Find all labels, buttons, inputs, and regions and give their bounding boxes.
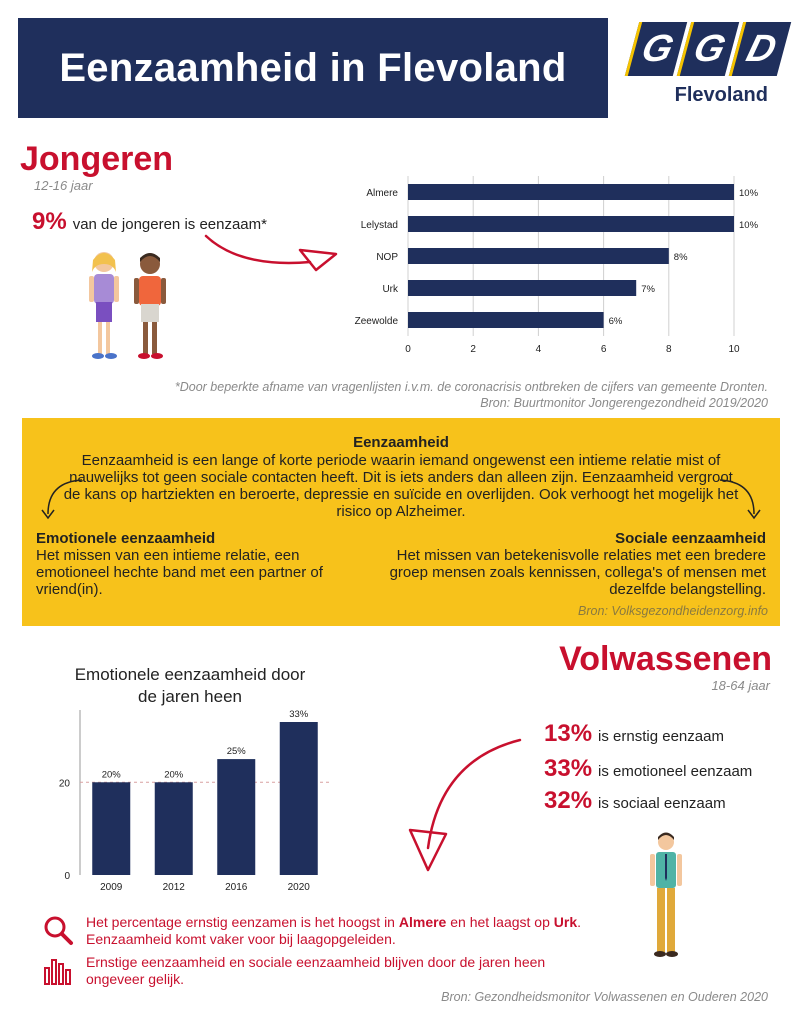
finding-text-line: Eenzaamheid komt vaker voor bij laagopge… xyxy=(86,931,396,947)
youth-illustration xyxy=(89,252,166,359)
adult-stat-value: 33% xyxy=(544,755,593,782)
value-label: 20% xyxy=(164,769,184,780)
finding-row: Het percentage ernstig eenzamen is het h… xyxy=(42,914,581,948)
adults-source: Bron: Gezondheidsmonitor Volwassenen en … xyxy=(441,990,768,1004)
adult-stat-value: 13% xyxy=(544,720,593,747)
adult-stat-text: is sociaal eenzaam xyxy=(598,795,726,812)
adult-stat: 13% is ernstig eenzaam xyxy=(544,720,724,748)
bar xyxy=(408,280,637,296)
youth-arrow-icon xyxy=(204,234,338,272)
adult-stat: 32% is sociaal eenzaam xyxy=(544,787,726,815)
y-tick-label: 20 xyxy=(59,778,71,789)
category-label: Lelystad xyxy=(361,220,398,231)
page-title: Eenzaamheid in Flevoland xyxy=(59,45,567,90)
bar xyxy=(217,759,256,875)
youth-footnote: *Door beperkte afname van vragenlijsten … xyxy=(174,380,768,394)
youth-bar-chart: 0 2 4 6 8 10 Almere 10% Lelystad 10% NOP 8% Urk 7% Zee… xyxy=(355,176,759,355)
definition-text: Eenzaamheid is een lange of korte period… xyxy=(63,452,739,520)
bar xyxy=(408,184,734,200)
category-label: Zeewolde xyxy=(355,316,399,327)
y-tick-label: 0 xyxy=(64,871,70,882)
adults-title: Volwassenen xyxy=(559,640,772,678)
adult-stat-text: is emotioneel eenzaam xyxy=(598,763,753,780)
category-label: Urk xyxy=(382,284,399,295)
x-tick-label: 2 xyxy=(470,344,476,355)
ggd-logo: G G D Flevoland xyxy=(624,22,792,118)
x-tick-label: 4 xyxy=(536,344,542,355)
social-loneliness-text: Het missen van betekenisvolle relaties m… xyxy=(389,547,766,598)
value-label: 8% xyxy=(674,252,688,263)
magnifier-icon xyxy=(44,916,73,945)
finding-text: Ernstige eenzaamheid en sociale eenzaamh… xyxy=(86,954,546,987)
logo-mark: G G D xyxy=(624,22,792,76)
boy-figure xyxy=(134,253,166,359)
bar xyxy=(154,782,193,875)
logo-subtitle: Flevoland xyxy=(674,84,768,106)
emotional-loneliness-text: Het missen van een intieme relatie, een … xyxy=(36,547,323,598)
youth-age: 12-16 jaar xyxy=(34,178,93,193)
youth-source: Bron: Buurtmonitor Jongerengezondheid 20… xyxy=(480,396,768,410)
finding-text-part: . xyxy=(577,914,582,930)
adults-age: 18-64 jaar xyxy=(711,678,770,693)
finding-highlight-almere: Almere xyxy=(398,914,447,930)
finding-text: Het percentage ernstig eenzamen is het h… xyxy=(86,914,581,948)
bar xyxy=(408,248,669,264)
finding-text-part: Het percentage ernstig eenzamen is het h… xyxy=(86,914,399,930)
youth-stat-text: van de jongeren is eenzaam* xyxy=(72,216,267,233)
finding-highlight-urk: Urk xyxy=(553,914,578,930)
logo-letter: D xyxy=(728,22,792,76)
definition-title: Eenzaamheid xyxy=(353,434,449,451)
bar xyxy=(92,782,131,875)
x-tick-label: 2012 xyxy=(163,882,186,893)
youth-stat: 9% van de jongeren is eenzaam* xyxy=(32,208,267,236)
bar xyxy=(279,722,318,875)
years-chart-title-line2: de jaren heen xyxy=(138,687,242,706)
x-tick-label: 0 xyxy=(405,344,411,355)
x-tick-label: 6 xyxy=(601,344,607,355)
years-chart-title: Emotionele eenzaamheid door de jaren hee… xyxy=(60,664,320,708)
category-label: Almere xyxy=(366,188,398,199)
social-loneliness-title: Sociale eenzaamheid xyxy=(615,530,766,547)
x-tick-label: 10 xyxy=(728,344,740,355)
finding-text-part: en het laagst op xyxy=(446,914,554,930)
x-tick-label: 2009 xyxy=(100,882,123,893)
bar xyxy=(408,312,604,328)
adults-arrow-icon xyxy=(408,738,522,872)
years-bar-chart: 0 20 20% 2009 20% 2012 25% 2016 33% 2020 xyxy=(59,709,330,893)
x-tick-label: 2016 xyxy=(225,882,248,893)
years-chart-title-line1: Emotionele eenzaamheid door xyxy=(74,665,306,684)
value-label: 33% xyxy=(289,709,309,720)
youth-title: Jongeren xyxy=(20,140,174,178)
right-curved-arrow-icon xyxy=(719,479,761,520)
value-label: 6% xyxy=(609,316,623,327)
left-curved-arrow-icon xyxy=(41,479,83,520)
value-label: 7% xyxy=(641,284,655,295)
adult-stat-text: is ernstig eenzaam xyxy=(598,728,724,745)
adult-illustration xyxy=(650,832,682,957)
girl-figure xyxy=(89,252,119,359)
youth-stat-value: 9% xyxy=(32,208,67,235)
adult-stat-value: 32% xyxy=(544,787,593,814)
value-label: 20% xyxy=(102,769,122,780)
value-label: 10% xyxy=(739,188,759,199)
definition-box: Eenzaamheid Eenzaamheid is een lange of … xyxy=(22,418,780,626)
value-label: 10% xyxy=(739,220,759,231)
bar xyxy=(408,216,734,232)
bar-chart-icon xyxy=(44,959,71,985)
definition-source: Bron: Volksgezondheidenzorg.info xyxy=(578,604,768,618)
x-tick-label: 8 xyxy=(666,344,672,355)
finding-row: Ernstige eenzaamheid en sociale eenzaamh… xyxy=(42,954,586,988)
category-label: NOP xyxy=(376,252,398,263)
x-tick-label: 2020 xyxy=(288,882,311,893)
title-banner: Eenzaamheid in Flevoland xyxy=(18,18,608,118)
value-label: 25% xyxy=(227,746,247,757)
adult-stat: 33% is emotioneel eenzaam xyxy=(544,755,752,783)
emotional-loneliness-title: Emotionele eenzaamheid xyxy=(36,530,216,547)
